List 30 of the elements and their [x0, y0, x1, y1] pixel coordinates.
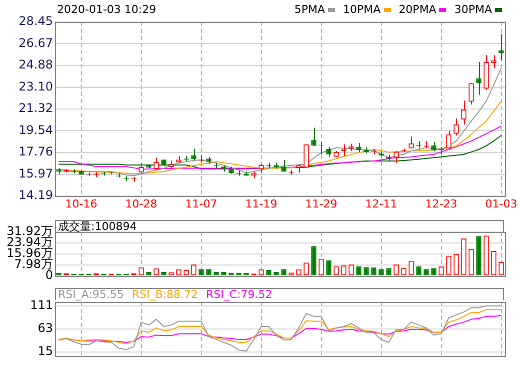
y-tick-label: 14.19: [18, 188, 53, 202]
y-tick-label: 23.10: [18, 79, 53, 94]
text: RSI_B:88.72: [132, 288, 198, 301]
y-tick-label: 63: [38, 321, 53, 336]
y-tick-label: 26.67: [18, 36, 53, 50]
x-tick-label: 12-11: [365, 197, 398, 210]
x-tick-label: 11-07: [185, 197, 218, 210]
y-tick-label: 31.92万: [6, 224, 53, 238]
x-tick-label: 11-19: [245, 197, 278, 210]
text: RSI_C:79.52: [206, 288, 272, 301]
legend-label: 5PMA: [294, 3, 326, 16]
legend-label: 30PMA: [454, 3, 492, 16]
y-tick-label: 15: [38, 344, 53, 358]
y-tick-label: 21.32: [18, 101, 53, 116]
y-tick-label: 28.45: [18, 14, 53, 28]
x-tick-label: 01-03: [485, 197, 518, 210]
y-tick-label: 24.88: [18, 58, 53, 72]
x-tick-label: 10-28: [125, 197, 158, 210]
legend-label: 10PMA: [343, 3, 381, 16]
chart-title: 成交量:100894: [58, 220, 137, 233]
text: RSI_A:95.55: [58, 288, 124, 301]
chart-title: 2020-01-03 10:29: [57, 3, 156, 16]
y-tick-label: 19.54: [18, 122, 53, 137]
x-tick-label: 12-23: [425, 197, 458, 210]
x-tick-label: 10-16: [65, 197, 98, 210]
y-tick-label: 15.97: [18, 166, 53, 180]
y-tick-label: 17.76: [18, 144, 53, 159]
x-tick-label: 11-29: [305, 197, 338, 210]
legend-label: 20PMA: [398, 3, 436, 16]
y-tick-label: 111: [30, 298, 53, 312]
